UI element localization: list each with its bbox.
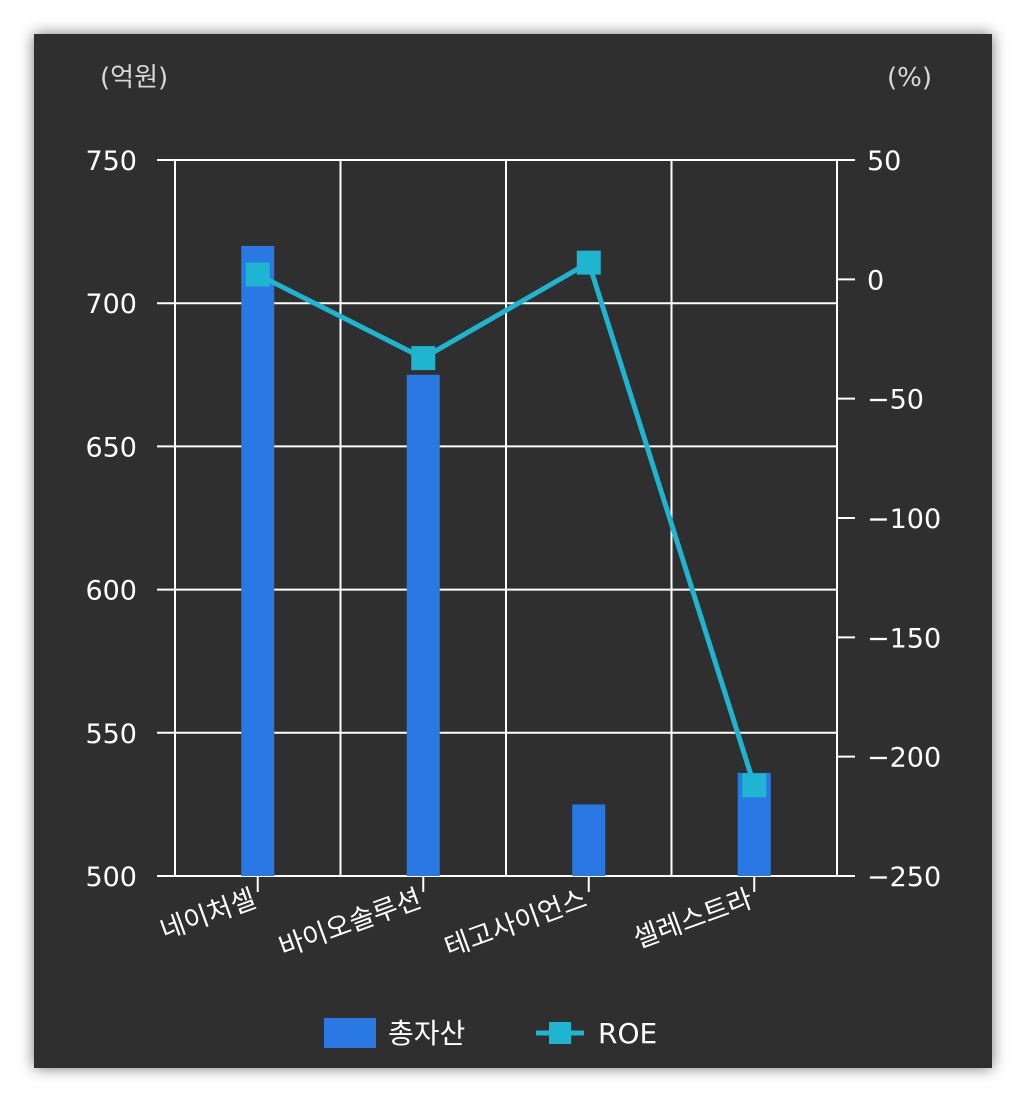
chart-frame [34,34,992,1068]
x-tick-label: 셀레스트라 [629,883,756,955]
right-tick-label: 0 [867,265,884,296]
legend-marker-roe [549,1022,571,1044]
right-axis-unit: (%) [887,63,932,93]
x-axis: 네이처셀 바이오솔루션 테고사이언스 셀레스트라 [156,876,757,964]
right-tick-label: −50 [867,385,924,416]
right-y-axis: 50 0 −50 −100 −150 −200 −250 [837,146,941,893]
left-tick-label: 600 [85,576,137,607]
bar-series [241,245,771,877]
roe-marker [742,773,767,798]
right-tick-label: −250 [867,862,941,893]
grid [174,159,838,877]
bar [572,804,606,876]
left-tick-label: 550 [85,719,137,750]
legend-swatch-total-assets [324,1018,376,1048]
x-tick-label: 네이처셀 [156,883,260,946]
line-series [245,250,767,798]
x-tick-label: 바이오솔루션 [275,883,426,963]
right-tick-label: −150 [867,623,941,654]
right-tick-label: −200 [867,743,941,774]
left-y-axis: 750 700 650 600 550 500 [85,146,175,893]
bar [241,245,275,877]
left-tick-label: 500 [85,862,137,893]
left-axis-unit: (억원) [100,63,168,93]
legend: 총자산 ROE [324,1017,657,1050]
left-tick-label: 700 [85,289,137,320]
left-tick-label: 650 [85,432,137,463]
right-tick-label: 50 [867,146,901,177]
left-tick-label: 750 [85,146,137,177]
roe-line [256,260,757,787]
legend-label-roe: ROE [598,1017,657,1050]
x-tick-label: 테고사이언스 [440,883,591,963]
roe-marker [411,346,436,371]
legend-label-total-assets: 총자산 [388,1017,465,1050]
right-tick-label: −100 [867,504,941,535]
roe-marker [245,262,270,287]
bar [406,374,440,876]
roe-marker [576,250,601,275]
